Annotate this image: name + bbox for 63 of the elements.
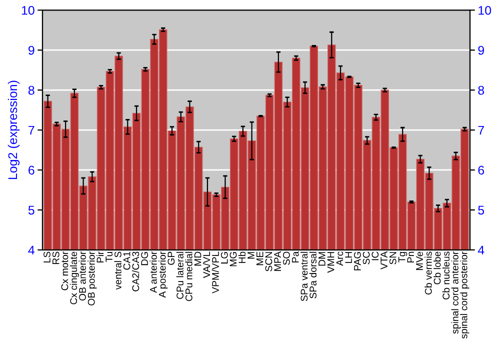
- y2-tick-label: 10: [478, 6, 492, 15]
- x-tick-label: LG: [220, 252, 228, 264]
- x-tick-label: PAG: [354, 252, 361, 270]
- x-tick-label: Tg: [398, 252, 408, 262]
- y2-tick-label: 8: [478, 86, 484, 95]
- x-tick-label: VTA: [380, 251, 388, 270]
- x-tick-label: OB posterior: [88, 251, 97, 306]
- x-tick-label: CA1: [123, 252, 130, 270]
- x-tick-label: SN: [389, 252, 396, 264]
- x-tick-label: CPu medial: [185, 252, 192, 302]
- x-tick-label: DG: [141, 252, 148, 266]
- x-tick-label: IC: [372, 252, 379, 260]
- x-tick-label: Pn: [407, 252, 414, 262]
- x-tick-label: Pa: [292, 251, 299, 262]
- x-tick-label: M: [248, 252, 254, 259]
- x-tick-label: CPu lateral: [176, 252, 184, 299]
- y2-tick-label: 6: [478, 166, 484, 175]
- x-tick-label: SPa ventral: [300, 252, 308, 302]
- x-tick-label: GP: [168, 252, 175, 265]
- x-tick-label: Arc: [336, 252, 344, 266]
- y-tick-label: 9: [28, 46, 34, 55]
- y-tick-label: 10: [22, 6, 34, 15]
- x-tick-label: DM: [318, 252, 326, 266]
- x-tick-label: Pir: [96, 251, 104, 262]
- x-tick-label: spinal cord anterior: [451, 251, 460, 334]
- x-tick-label: A anterior: [150, 251, 157, 293]
- y2-tick-label: 7: [478, 126, 484, 135]
- x-tick-label: MG: [230, 252, 237, 266]
- x-tick-label: LS: [44, 252, 50, 262]
- x-tick-label: Tu: [106, 252, 113, 262]
- x-tick-label: SC: [362, 252, 370, 264]
- x-tick-label: MVe: [416, 252, 423, 270]
- x-tick-label: LH: [345, 252, 352, 263]
- x-tick-label: Hb: [238, 252, 246, 263]
- x-tick-label: SCN: [265, 252, 272, 272]
- x-tick-label: RS: [52, 252, 60, 264]
- y-axis-title: Log2 (expression): [8, 80, 20, 180]
- y2-tick-label: 9: [478, 46, 484, 55]
- x-tick-label: Cb vermis: [424, 252, 432, 295]
- x-tick-label: ME: [256, 252, 264, 266]
- x-tick-label: VMH: [327, 252, 334, 273]
- x-tick-label: Cx motor: [61, 251, 68, 290]
- x-tick-label: Cb lobe: [434, 252, 441, 284]
- x-tick-label: MD: [194, 252, 202, 266]
- x-tick-label: MPA: [274, 251, 281, 271]
- x-tick-label: OB anterior: [78, 251, 86, 301]
- x-tick-label: VPM/VPL: [212, 252, 219, 294]
- y-tick-label: 7: [28, 126, 34, 135]
- x-tick-label: Cx cingulate: [70, 252, 79, 304]
- y2-tick-label: 4: [478, 246, 484, 254]
- x-tick-label: SPa dorsal: [309, 252, 317, 298]
- y-tick-label: 4: [28, 246, 34, 254]
- y2-tick-label: 5: [478, 206, 484, 215]
- x-tick-label: Cb nucleus: [442, 252, 450, 300]
- y-tick-label: 8: [28, 86, 34, 95]
- x-tick-label: ventral S: [114, 252, 122, 290]
- y-tick-label: 5: [28, 206, 34, 215]
- x-tick-label: SO: [283, 252, 290, 265]
- x-tick-label: A posterior: [158, 251, 168, 298]
- x-tick-label: VA/VL: [202, 252, 210, 278]
- x-tick-label: spinal cord posterior: [460, 251, 470, 339]
- y-tick-label: 6: [28, 166, 34, 175]
- x-tick-label: CA2/CA3: [132, 252, 140, 292]
